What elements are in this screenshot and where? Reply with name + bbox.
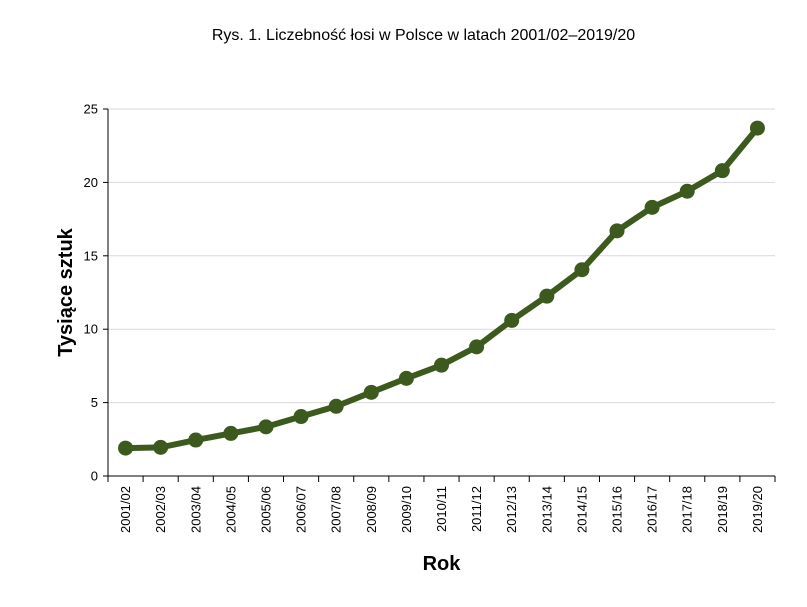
data-point <box>328 398 344 414</box>
x-axis-title: Rok <box>423 553 462 575</box>
data-point <box>749 120 765 136</box>
x-tick-label: 2007/08 <box>329 486 344 533</box>
x-tick-label: 2009/10 <box>399 486 414 533</box>
x-tick-label: 2018/19 <box>715 486 730 533</box>
y-ticks: 0 5 10 15 20 25 <box>84 102 108 484</box>
series-line <box>122 125 761 452</box>
x-tick-label: 2003/04 <box>188 486 203 533</box>
data-point <box>539 288 555 304</box>
x-ticks: 2001/02 2002/03 2003/04 2004/05 2005/06 2006/… <box>107 476 776 533</box>
x-tick-label: 2016/17 <box>645 486 660 533</box>
data-point <box>188 432 204 448</box>
data-point <box>644 199 660 215</box>
axes <box>107 109 775 477</box>
y-tick-label: 15 <box>84 248 98 263</box>
x-tick-label: 2001/02 <box>118 486 133 533</box>
x-tick-label: 2013/14 <box>539 486 554 533</box>
data-point <box>679 183 695 199</box>
x-tick-label: 2019/20 <box>750 486 765 533</box>
x-tick-label: 2015/16 <box>610 486 625 533</box>
y-tick-label: 5 <box>91 395 98 410</box>
data-point <box>574 262 590 278</box>
x-tick-label: 2010/11 <box>434 486 449 532</box>
y-tick-label: 10 <box>84 322 98 337</box>
data-point <box>223 425 239 441</box>
data-point <box>118 440 134 456</box>
x-tick-label: 2004/05 <box>223 486 238 533</box>
x-tick-label: 2017/18 <box>680 486 695 533</box>
y-tick-label: 0 <box>91 469 98 484</box>
y-tick-label: 20 <box>84 175 98 190</box>
x-tick-label: 2005/06 <box>258 486 273 533</box>
data-point <box>609 223 625 239</box>
data-point <box>714 163 730 179</box>
chart-title: Rys. 1. Liczebność łosi w Polsce w latac… <box>211 27 636 44</box>
data-point <box>153 439 169 455</box>
data-point <box>434 357 449 373</box>
x-tick-label: 2012/13 <box>504 486 519 533</box>
data-point <box>293 409 309 425</box>
data-point <box>258 419 274 435</box>
data-point <box>469 339 485 355</box>
x-tick-label: 2008/09 <box>364 486 379 533</box>
y-axis-title: Tysiące sztuk <box>55 227 77 356</box>
data-point <box>363 384 379 400</box>
x-tick-label: 2006/07 <box>294 486 309 533</box>
gridlines <box>108 108 775 404</box>
data-point <box>398 370 414 386</box>
data-point <box>504 312 520 328</box>
x-tick-label: 2002/03 <box>153 486 168 533</box>
series <box>118 120 765 456</box>
x-tick-label: 2011/12 <box>469 486 484 532</box>
x-tick-label: 2014/15 <box>574 486 589 533</box>
y-tick-label: 25 <box>84 102 98 117</box>
